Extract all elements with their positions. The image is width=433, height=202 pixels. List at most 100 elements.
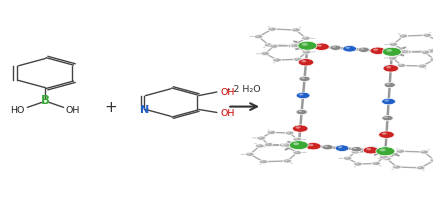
Circle shape bbox=[261, 52, 269, 56]
Circle shape bbox=[313, 44, 329, 51]
Text: OH: OH bbox=[220, 108, 235, 117]
Circle shape bbox=[432, 59, 433, 60]
Circle shape bbox=[393, 165, 401, 169]
Circle shape bbox=[322, 145, 333, 150]
Circle shape bbox=[284, 160, 288, 161]
Circle shape bbox=[396, 149, 405, 154]
Text: OH: OH bbox=[65, 105, 80, 114]
Circle shape bbox=[273, 59, 281, 63]
Circle shape bbox=[261, 161, 264, 162]
Circle shape bbox=[423, 52, 426, 53]
Circle shape bbox=[292, 45, 295, 46]
Circle shape bbox=[382, 133, 387, 135]
Circle shape bbox=[298, 59, 314, 67]
Circle shape bbox=[354, 162, 362, 166]
Circle shape bbox=[293, 151, 302, 155]
Circle shape bbox=[296, 110, 307, 115]
Circle shape bbox=[295, 138, 297, 140]
Circle shape bbox=[285, 131, 294, 135]
Circle shape bbox=[386, 84, 390, 86]
Circle shape bbox=[254, 35, 263, 39]
Circle shape bbox=[383, 65, 398, 73]
Text: B: B bbox=[41, 94, 50, 107]
Circle shape bbox=[256, 36, 259, 38]
Circle shape bbox=[281, 144, 284, 145]
Circle shape bbox=[335, 145, 349, 152]
Circle shape bbox=[305, 143, 321, 150]
Circle shape bbox=[381, 99, 396, 105]
Circle shape bbox=[275, 59, 277, 61]
Circle shape bbox=[401, 50, 409, 54]
Circle shape bbox=[309, 144, 313, 146]
Circle shape bbox=[382, 48, 401, 57]
Circle shape bbox=[353, 151, 355, 152]
Circle shape bbox=[293, 29, 296, 31]
Circle shape bbox=[399, 35, 408, 39]
Circle shape bbox=[346, 47, 350, 49]
Circle shape bbox=[363, 147, 379, 154]
Circle shape bbox=[404, 51, 407, 53]
Circle shape bbox=[338, 146, 343, 148]
Circle shape bbox=[386, 67, 391, 69]
Circle shape bbox=[424, 35, 427, 36]
Circle shape bbox=[384, 83, 395, 88]
Circle shape bbox=[265, 143, 273, 147]
Circle shape bbox=[279, 143, 288, 147]
Circle shape bbox=[399, 65, 402, 66]
Circle shape bbox=[428, 50, 431, 52]
Circle shape bbox=[302, 44, 308, 46]
Circle shape bbox=[390, 58, 393, 59]
Circle shape bbox=[269, 132, 271, 133]
Circle shape bbox=[283, 159, 291, 163]
Text: OH: OH bbox=[220, 88, 235, 97]
Text: - 2 H₂O: - 2 H₂O bbox=[226, 84, 260, 93]
Circle shape bbox=[257, 136, 265, 140]
Circle shape bbox=[288, 44, 297, 48]
Circle shape bbox=[299, 77, 310, 82]
Circle shape bbox=[302, 37, 310, 41]
Circle shape bbox=[247, 153, 250, 155]
Circle shape bbox=[287, 132, 290, 133]
Circle shape bbox=[369, 149, 378, 154]
Circle shape bbox=[418, 167, 421, 168]
Circle shape bbox=[389, 43, 397, 47]
Circle shape bbox=[370, 48, 385, 55]
Circle shape bbox=[394, 166, 397, 167]
Circle shape bbox=[380, 155, 388, 159]
Circle shape bbox=[290, 45, 292, 46]
Circle shape bbox=[246, 153, 254, 157]
Text: N: N bbox=[139, 105, 149, 115]
Circle shape bbox=[353, 148, 357, 149]
Circle shape bbox=[332, 47, 336, 48]
Circle shape bbox=[420, 150, 429, 154]
Circle shape bbox=[257, 145, 260, 146]
Circle shape bbox=[366, 148, 371, 150]
Circle shape bbox=[262, 53, 265, 54]
Circle shape bbox=[421, 51, 430, 55]
Circle shape bbox=[382, 157, 391, 161]
Circle shape bbox=[299, 94, 304, 96]
Circle shape bbox=[264, 44, 273, 48]
Circle shape bbox=[324, 146, 328, 147]
Circle shape bbox=[330, 46, 341, 51]
Circle shape bbox=[372, 162, 381, 166]
Circle shape bbox=[403, 50, 411, 55]
Circle shape bbox=[270, 45, 278, 49]
Circle shape bbox=[402, 51, 405, 52]
Circle shape bbox=[373, 49, 378, 52]
Circle shape bbox=[283, 143, 291, 147]
Circle shape bbox=[430, 159, 433, 163]
Circle shape bbox=[343, 46, 356, 53]
Circle shape bbox=[304, 52, 307, 53]
Circle shape bbox=[291, 29, 300, 33]
Circle shape bbox=[270, 29, 272, 30]
Circle shape bbox=[401, 36, 404, 37]
Circle shape bbox=[378, 131, 394, 139]
Circle shape bbox=[294, 58, 302, 62]
Circle shape bbox=[289, 141, 308, 150]
Circle shape bbox=[296, 127, 301, 129]
Circle shape bbox=[293, 143, 299, 145]
Circle shape bbox=[343, 157, 352, 161]
Text: HO: HO bbox=[10, 105, 25, 114]
Circle shape bbox=[391, 44, 394, 45]
